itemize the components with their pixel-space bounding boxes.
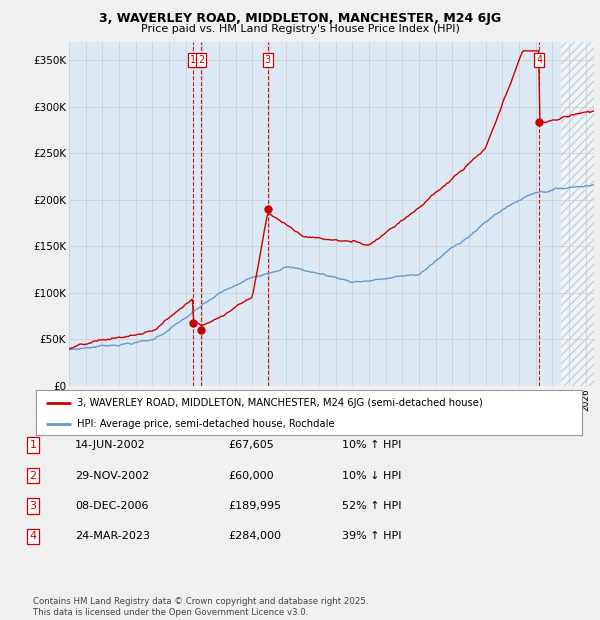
Text: Price paid vs. HM Land Registry's House Price Index (HPI): Price paid vs. HM Land Registry's House …	[140, 24, 460, 33]
Text: 29-NOV-2002: 29-NOV-2002	[75, 471, 149, 480]
Text: 2: 2	[29, 471, 37, 480]
Text: 39% ↑ HPI: 39% ↑ HPI	[342, 531, 401, 541]
Text: 3: 3	[29, 501, 37, 511]
Text: 10% ↑ HPI: 10% ↑ HPI	[342, 440, 401, 450]
Text: 1: 1	[29, 440, 37, 450]
Text: Contains HM Land Registry data © Crown copyright and database right 2025.
This d: Contains HM Land Registry data © Crown c…	[33, 598, 368, 617]
Text: £284,000: £284,000	[228, 531, 281, 541]
Text: 4: 4	[29, 531, 37, 541]
Bar	[560, 42, 594, 386]
Text: 24-MAR-2023: 24-MAR-2023	[75, 531, 150, 541]
Text: 1: 1	[190, 55, 196, 64]
Text: 52% ↑ HPI: 52% ↑ HPI	[342, 501, 401, 511]
Text: 3, WAVERLEY ROAD, MIDDLETON, MANCHESTER, M24 6JG: 3, WAVERLEY ROAD, MIDDLETON, MANCHESTER,…	[99, 12, 501, 25]
Text: 4: 4	[536, 55, 542, 64]
Text: £189,995: £189,995	[228, 501, 281, 511]
Text: £60,000: £60,000	[228, 471, 274, 480]
Text: HPI: Average price, semi-detached house, Rochdale: HPI: Average price, semi-detached house,…	[77, 419, 335, 429]
Text: 14-JUN-2002: 14-JUN-2002	[75, 440, 146, 450]
Text: 3: 3	[265, 55, 271, 64]
Text: £67,605: £67,605	[228, 440, 274, 450]
Text: 08-DEC-2006: 08-DEC-2006	[75, 501, 149, 511]
Text: 3, WAVERLEY ROAD, MIDDLETON, MANCHESTER, M24 6JG (semi-detached house): 3, WAVERLEY ROAD, MIDDLETON, MANCHESTER,…	[77, 397, 482, 408]
Text: 10% ↓ HPI: 10% ↓ HPI	[342, 471, 401, 480]
Text: 2: 2	[198, 55, 204, 64]
